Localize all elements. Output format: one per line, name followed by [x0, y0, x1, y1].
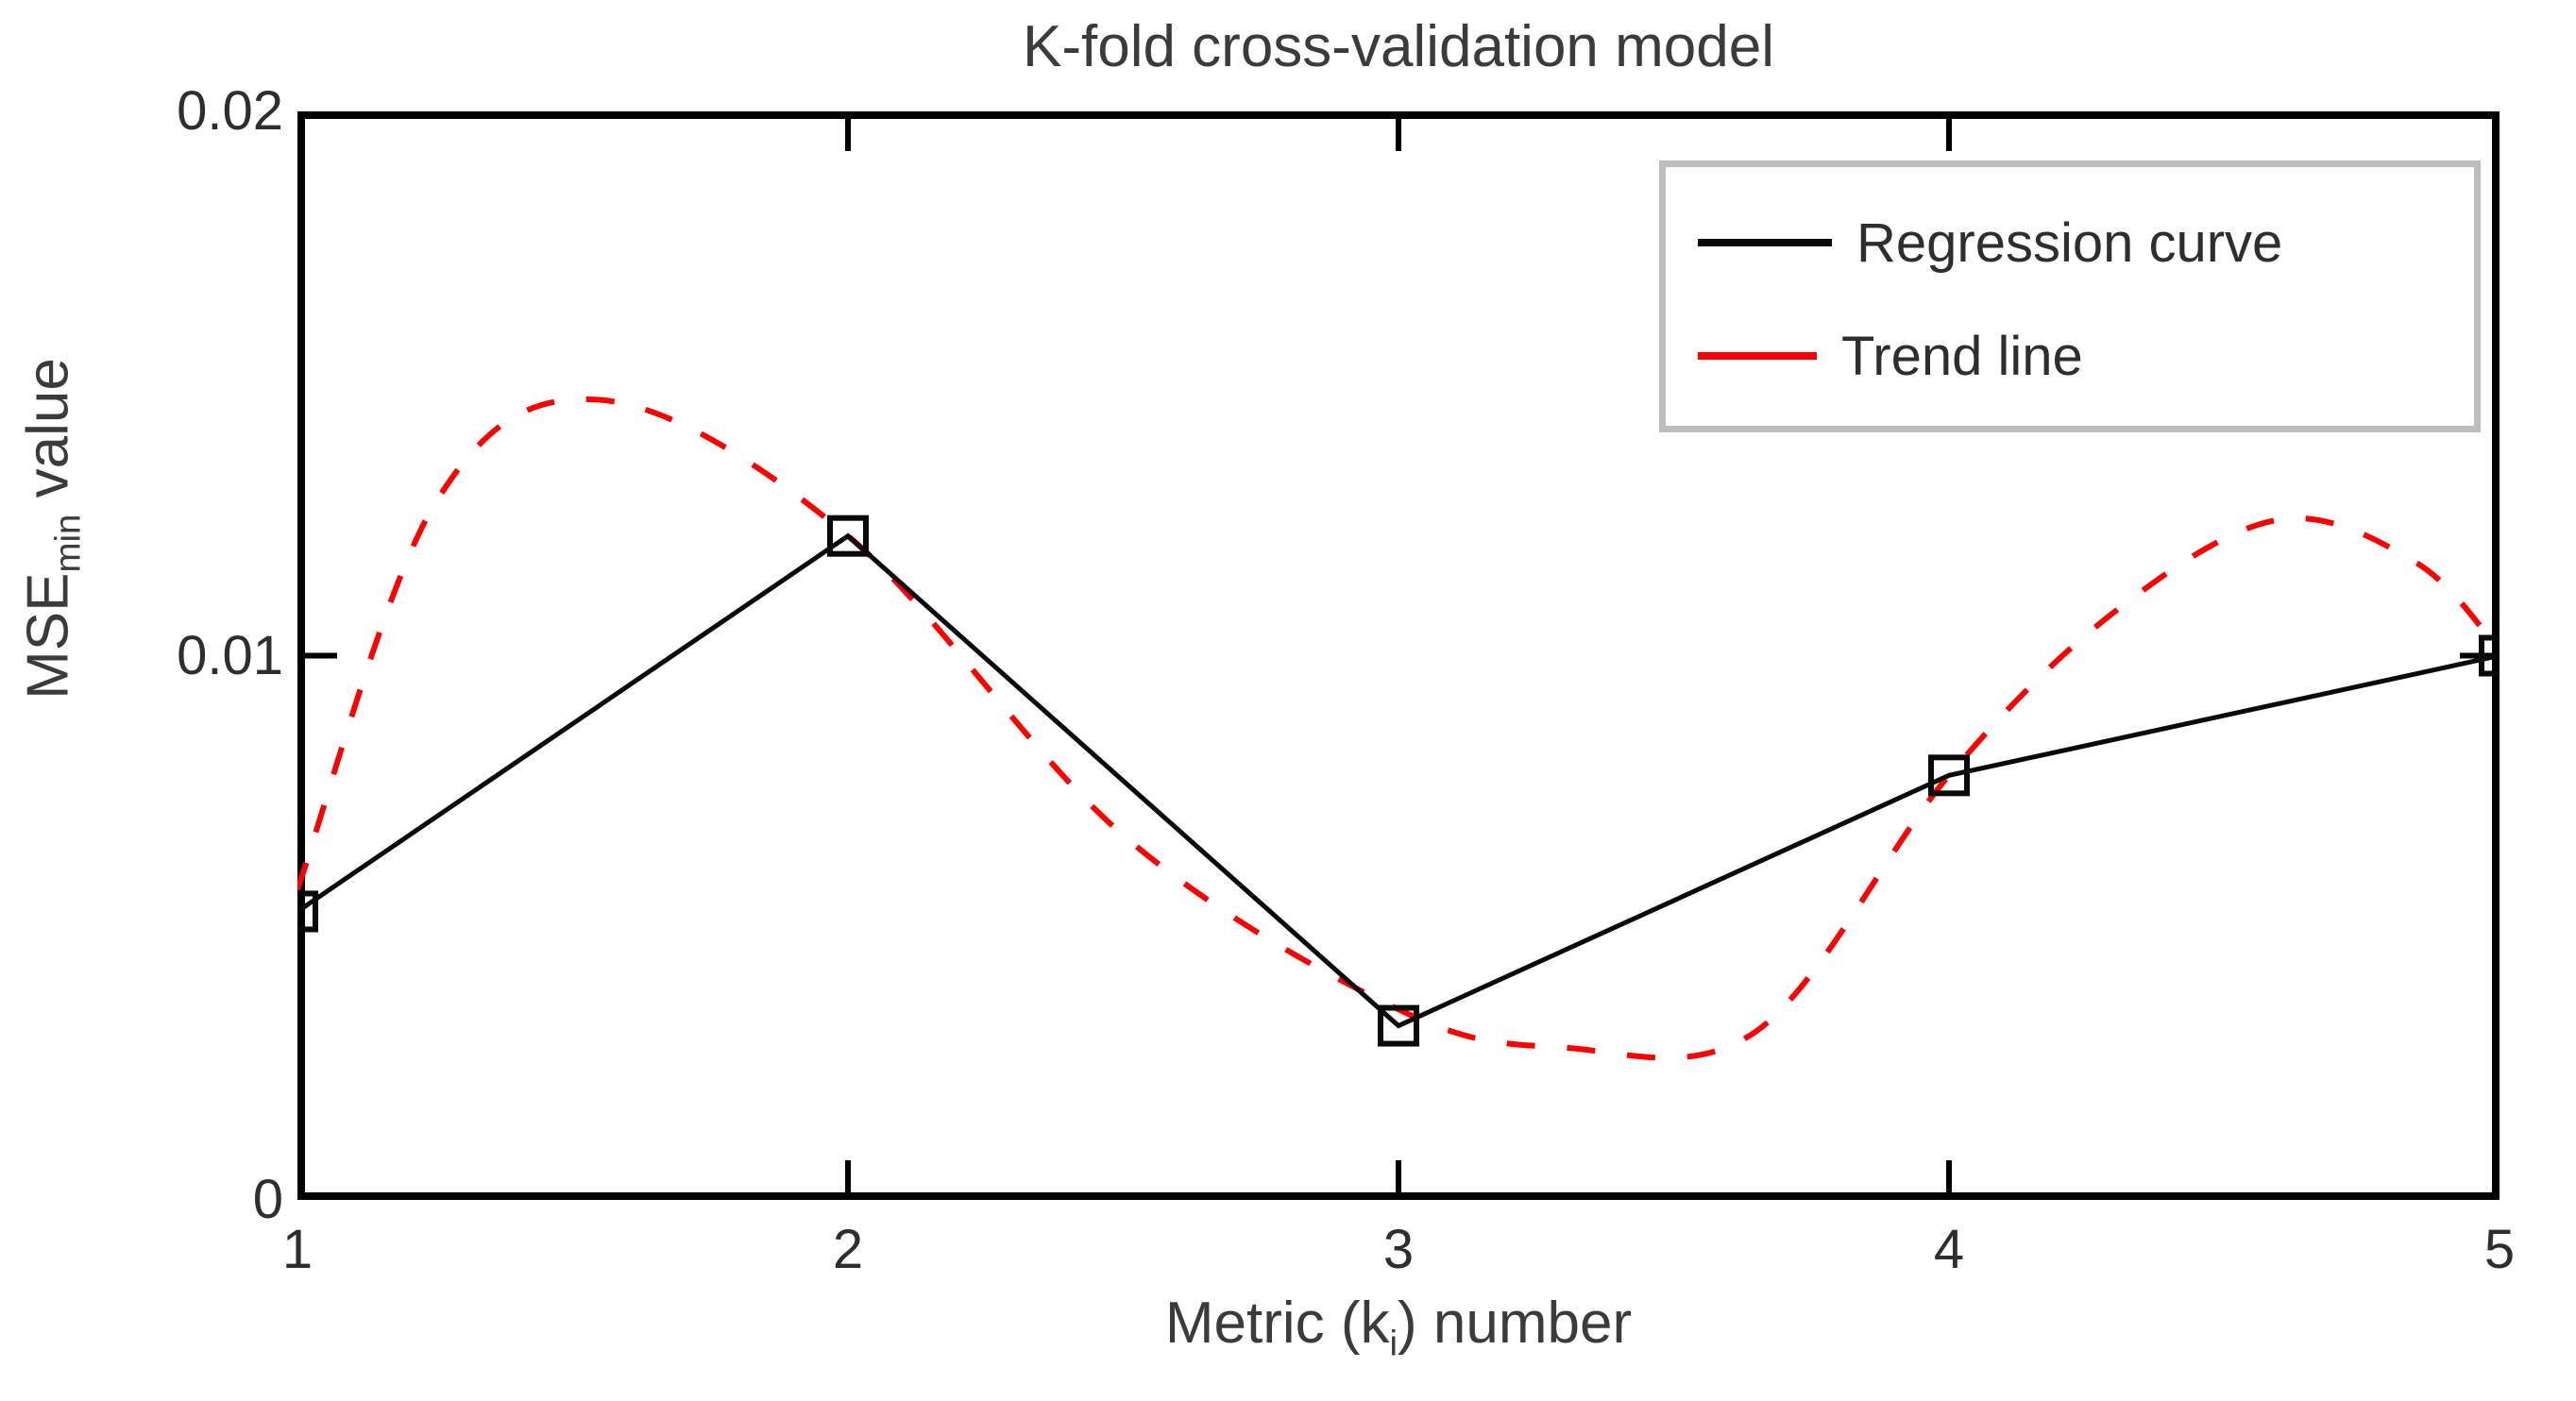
y-tick-label-0.02: 0.02 [177, 80, 283, 142]
y-axis-label-suffix: value [15, 358, 81, 515]
regression-line-sample [1698, 239, 1832, 246]
x-tick-label-3: 3 [1382, 1219, 1415, 1280]
x-tick-label-5: 5 [2483, 1219, 2516, 1280]
y-tick-label-0.01: 0.01 [177, 625, 283, 686]
legend-label-regression-curve: Regression curve [1856, 211, 2283, 274]
y-axis-label: MSEmin value [14, 358, 89, 700]
legend-item-trend-line: Trend line [1666, 309, 2474, 403]
data-point-marker [827, 515, 869, 557]
x-axis-label-subscript: i [1389, 1323, 1398, 1364]
y-axis-label-text: MSE [15, 572, 81, 700]
data-point-marker [2479, 634, 2500, 677]
x-axis-label: Metric (ki) number [297, 1290, 2500, 1364]
plot-area [297, 111, 2500, 1200]
x-axis-label-text: Metric (k [1164, 1291, 1390, 1356]
regression-curve-line [297, 532, 2500, 1029]
legend-box: Regression curve Trend line [1659, 160, 2481, 432]
chart-title: K-fold cross-validation model [1022, 14, 1774, 79]
x-axis-label-suffix: ) number [1398, 1291, 1633, 1356]
legend-label-trend-line: Trend line [1841, 325, 2083, 387]
x-tick-label-2: 2 [832, 1219, 864, 1280]
data-point-marker [297, 890, 318, 933]
data-point-marker [1928, 754, 1970, 797]
x-tick-label-1: 1 [281, 1219, 314, 1280]
x-tick-label-4: 4 [1933, 1219, 1965, 1280]
legend-item-regression-curve: Regression curve [1666, 195, 2474, 290]
y-tick-label-0: 0 [252, 1169, 283, 1230]
y-axis-label-subscript: min [47, 514, 89, 573]
data-point-marker [1378, 1004, 1419, 1047]
trend-line-curve [297, 396, 2500, 1061]
trend-line-sample [1698, 352, 1817, 360]
